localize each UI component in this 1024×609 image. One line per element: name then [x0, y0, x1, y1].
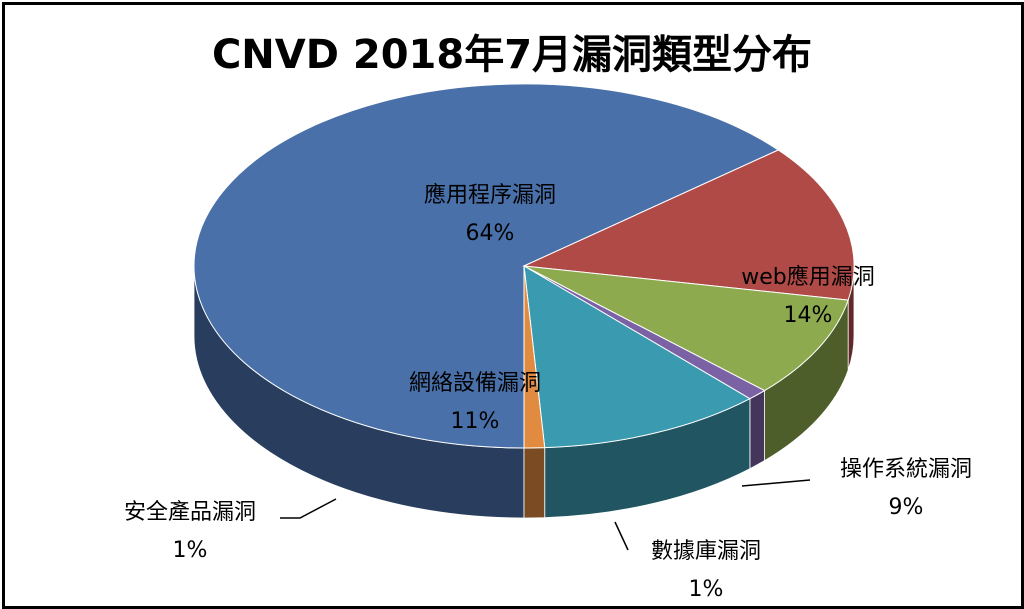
pie-slice-5: [523, 265, 546, 449]
chart-title: CNVD 2018年7月漏洞類型分布: [211, 32, 813, 78]
slice-label-4: 網絡設備漏洞: [409, 371, 541, 396]
slice-percent-3: 1%: [689, 577, 724, 602]
pie-slice-2: [523, 265, 849, 392]
leader-line-5: [280, 498, 337, 519]
pie-slice-4: [523, 265, 751, 449]
slice-label-3: 數據庫漏洞: [651, 539, 761, 564]
leader-line-3: [614, 521, 629, 551]
pie-side-3: [749, 389, 765, 470]
slice-label-0: 應用程序漏洞: [424, 182, 556, 208]
slice-percent-4: 11%: [451, 409, 500, 434]
slice-label-1: web應用漏洞: [741, 264, 875, 290]
slice-percent-0: 64%: [466, 221, 515, 246]
slice-percent-2: 9%: [889, 495, 924, 520]
leader-line-2: [741, 479, 811, 487]
slice-label-5: 安全產品漏洞: [124, 500, 256, 525]
pie-slice-0: [193, 83, 780, 449]
pie-slice-1: [522, 149, 855, 301]
slice-percent-5: 1%: [173, 538, 208, 563]
slice-label-2: 操作系統漏洞: [840, 457, 972, 482]
slice-percent-1: 14%: [784, 303, 833, 328]
pie-side-5: [523, 447, 546, 519]
